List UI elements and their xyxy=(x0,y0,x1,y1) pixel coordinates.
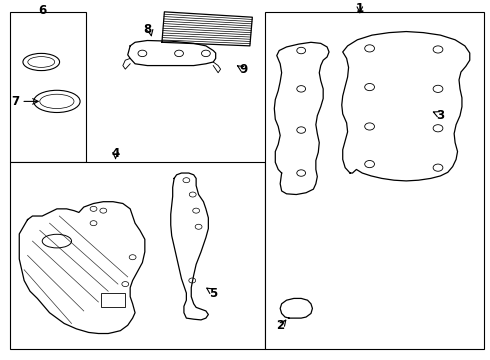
Text: 8: 8 xyxy=(143,23,151,36)
Bar xyxy=(10,12,86,162)
Text: 4: 4 xyxy=(111,147,120,160)
Bar xyxy=(10,162,265,348)
Text: 9: 9 xyxy=(240,63,247,76)
Ellipse shape xyxy=(42,234,72,248)
Text: 5: 5 xyxy=(209,287,218,300)
Ellipse shape xyxy=(40,94,74,109)
Text: 3: 3 xyxy=(437,109,444,122)
Text: 6: 6 xyxy=(38,4,47,17)
Ellipse shape xyxy=(28,57,55,67)
Text: 7: 7 xyxy=(11,95,20,108)
Bar xyxy=(265,12,485,348)
Text: 2: 2 xyxy=(276,319,284,332)
Bar xyxy=(101,293,125,307)
Text: 1: 1 xyxy=(356,3,364,15)
Ellipse shape xyxy=(23,53,60,71)
Ellipse shape xyxy=(34,90,80,112)
